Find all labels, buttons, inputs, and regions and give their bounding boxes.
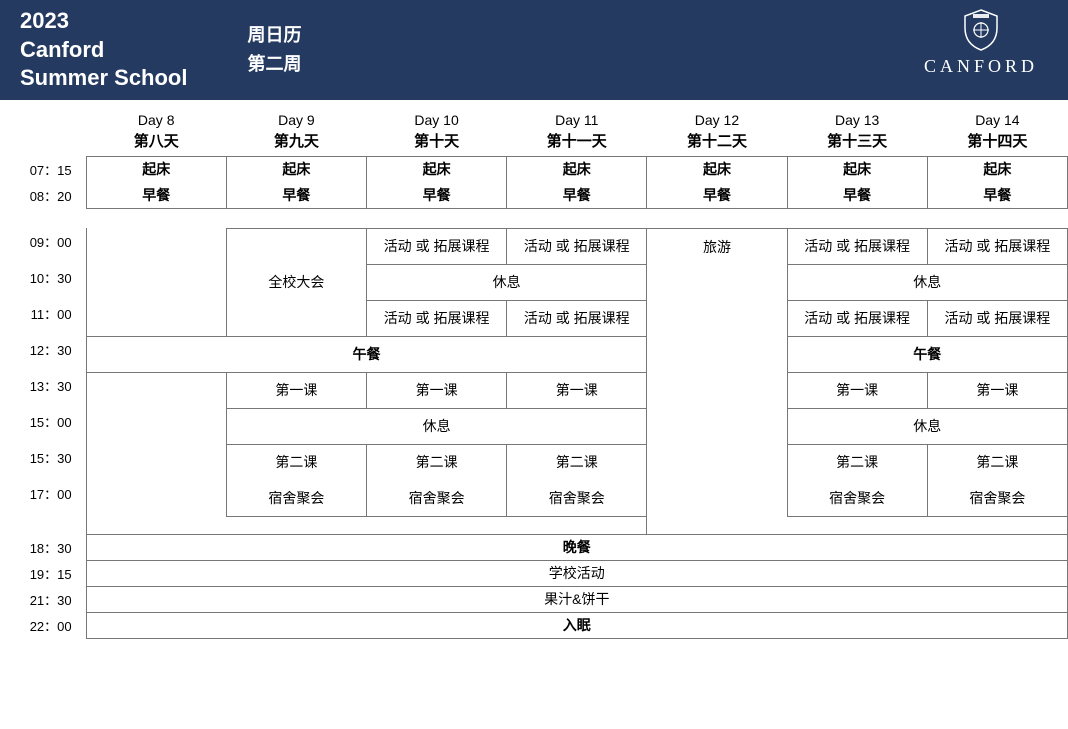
time-label: 07：15 xyxy=(0,156,86,182)
cell-lesson2: 第二课 xyxy=(226,444,366,480)
cell-lesson2: 第二课 xyxy=(927,444,1067,480)
cell-activity: 活动 或 拓展课程 xyxy=(366,228,506,264)
cell-lunch: 午餐 xyxy=(86,336,647,372)
time-label: 12：30 xyxy=(0,336,86,372)
time-label: 18：30 xyxy=(0,534,86,560)
cell-lesson1: 第一课 xyxy=(366,372,506,408)
cell-assembly: 全校大会 xyxy=(226,228,366,336)
day-head-cn: 第十四天 xyxy=(927,130,1067,156)
cell-dorm: 宿舍聚会 xyxy=(927,480,1067,516)
time-label: 22：00 xyxy=(0,612,86,638)
cell-empty xyxy=(86,372,226,516)
cell-lesson1: 第一课 xyxy=(927,372,1067,408)
cell-breakfast: 早餐 xyxy=(507,182,647,208)
calendar-title: 周日历 xyxy=(247,21,301,50)
cell-sleep: 入眠 xyxy=(86,612,1067,638)
brand-text: CANFORD xyxy=(924,56,1038,77)
cell-breakfast: 早餐 xyxy=(927,182,1067,208)
cell-lunch: 午餐 xyxy=(787,336,1067,372)
day-head-cn: 第十三天 xyxy=(787,130,927,156)
cell-lesson1: 第一课 xyxy=(787,372,927,408)
cell-wake: 起床 xyxy=(366,156,506,182)
cell-dorm: 宿舍聚会 xyxy=(507,480,647,516)
cell-wake: 起床 xyxy=(86,156,226,182)
day-head-en: Day 12 xyxy=(647,104,787,130)
cell-lesson2: 第二课 xyxy=(787,444,927,480)
cell-activity: 活动 或 拓展课程 xyxy=(787,300,927,336)
cell-break: 休息 xyxy=(787,408,1067,444)
crest-icon xyxy=(959,8,1003,52)
time-label: 08：20 xyxy=(0,182,86,208)
cell-breakfast: 早餐 xyxy=(647,182,787,208)
week-label: 第二周 xyxy=(247,50,301,79)
header-subtitle: 周日历 第二周 xyxy=(247,21,301,79)
cell-breakfast: 早餐 xyxy=(787,182,927,208)
header-bar: 2023 Canford Summer School 周日历 第二周 CANFO… xyxy=(0,0,1068,104)
day-head-en: Day 14 xyxy=(927,104,1067,130)
time-label: 13：30 xyxy=(0,372,86,408)
cell-lesson1: 第一课 xyxy=(226,372,366,408)
cell-lesson2: 第二课 xyxy=(507,444,647,480)
cell-empty xyxy=(86,228,226,336)
cell-wake: 起床 xyxy=(787,156,927,182)
cell-dinner: 晚餐 xyxy=(86,534,1067,560)
brand-block: CANFORD xyxy=(924,8,1038,77)
day-head-cn: 第九天 xyxy=(226,130,366,156)
day-head-en: Day 8 xyxy=(86,104,226,130)
year: 2023 xyxy=(20,7,187,36)
header-title: 2023 Canford Summer School xyxy=(20,7,187,93)
cell-break: 休息 xyxy=(226,408,647,444)
cell-snack: 果汁&饼干 xyxy=(86,586,1067,612)
time-label: 10：30 xyxy=(0,264,86,300)
cell-activity: 活动 或 拓展课程 xyxy=(927,300,1067,336)
day-head-en: Day 11 xyxy=(507,104,647,130)
time-label: 11：00 xyxy=(0,300,86,336)
time-label: 19：15 xyxy=(0,560,86,586)
time-label: 15：00 xyxy=(0,408,86,444)
cell-wake: 起床 xyxy=(226,156,366,182)
cell-breakfast: 早餐 xyxy=(86,182,226,208)
cell-wake: 起床 xyxy=(647,156,787,182)
cell-wake: 起床 xyxy=(507,156,647,182)
cell-break: 休息 xyxy=(366,264,646,300)
school-name-1: Canford xyxy=(20,36,187,65)
cell-activity: 活动 或 拓展课程 xyxy=(366,300,506,336)
cell-trip: 旅游 xyxy=(647,228,787,516)
cell-lesson1: 第一课 xyxy=(507,372,647,408)
day-head-cn: 第十二天 xyxy=(647,130,787,156)
cell-activity: 活动 或 拓展课程 xyxy=(927,228,1067,264)
cell-activity: 活动 或 拓展课程 xyxy=(787,228,927,264)
cell-breakfast: 早餐 xyxy=(226,182,366,208)
cell-break: 休息 xyxy=(787,264,1067,300)
cell-dorm: 宿舍聚会 xyxy=(226,480,366,516)
day-head-cn: 第十天 xyxy=(366,130,506,156)
cell-activity: 活动 或 拓展课程 xyxy=(507,300,647,336)
cell-dorm: 宿舍聚会 xyxy=(366,480,506,516)
cell-activity: 活动 或 拓展课程 xyxy=(507,228,647,264)
schedule-table: Day 8 Day 9 Day 10 Day 11 Day 12 Day 13 … xyxy=(0,104,1068,639)
day-head-en: Day 9 xyxy=(226,104,366,130)
day-head-en: Day 13 xyxy=(787,104,927,130)
cell-school-activity: 学校活动 xyxy=(86,560,1067,586)
cell-breakfast: 早餐 xyxy=(366,182,506,208)
cell-wake: 起床 xyxy=(927,156,1067,182)
time-label: 17：00 xyxy=(0,480,86,516)
day-head-cn: 第八天 xyxy=(86,130,226,156)
school-name-2: Summer School xyxy=(20,64,187,93)
cell-dorm: 宿舍聚会 xyxy=(787,480,927,516)
time-label: 09：00 xyxy=(0,228,86,264)
cell-lesson2: 第二课 xyxy=(366,444,506,480)
day-head-en: Day 10 xyxy=(366,104,506,130)
time-label: 21：30 xyxy=(0,586,86,612)
day-head-cn: 第十一天 xyxy=(507,130,647,156)
time-label: 15：30 xyxy=(0,444,86,480)
